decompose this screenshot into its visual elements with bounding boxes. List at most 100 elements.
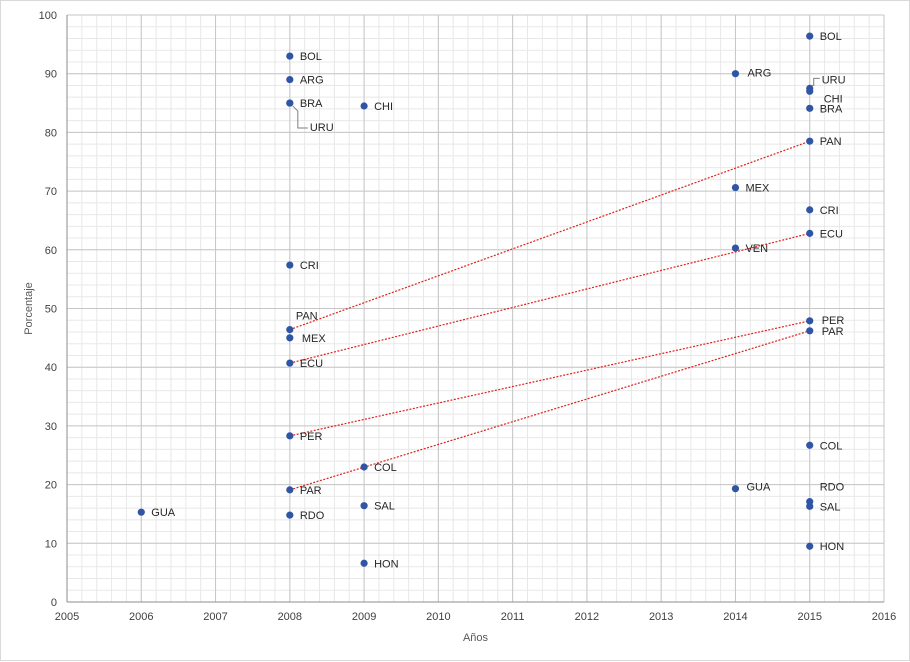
data-label-bra: BRA [300,98,323,110]
x-tick-label: 2009 [352,611,376,623]
data-point-col [360,463,368,471]
y-tick-label: 70 [45,186,57,198]
data-label-cri: CRI [820,205,839,217]
data-label-cri: CRI [300,260,319,272]
x-tick-label: 2016 [872,611,896,623]
data-label-rdo: RDO [300,510,325,522]
label-leader-lines [292,77,820,129]
data-point-chi [806,87,814,95]
x-tick-label: 2015 [797,611,821,623]
data-point-ven [731,244,740,252]
data-label-ecu: ECU [300,358,323,370]
trend-line [289,232,810,364]
y-tick-labels: 0 10 20 30 40 50 60 70 80 90 100 [39,10,57,609]
data-label-col: COL [374,462,397,474]
data-point-gua [731,485,740,493]
y-tick-label: 10 [45,538,57,550]
data-points [137,32,814,567]
data-point-rdo [286,511,294,519]
y-tick-label: 40 [45,362,57,374]
data-label-per: PER [300,431,323,443]
data-point-pan [286,326,294,334]
trend-line [289,320,810,437]
data-label-bra: BRA [820,103,843,115]
data-label-hon: HON [374,558,399,570]
data-label-ven: VEN [745,243,768,255]
data-label-mex: MEX [302,333,327,345]
y-tick-label: 60 [45,245,57,257]
x-tick-labels: 2005 2006 2007 2008 2009 2010 2011 2012 2013 2014… [55,611,896,623]
x-tick-label: 2013 [649,611,673,623]
data-point-hon [806,542,814,550]
x-tick-label: 2008 [278,611,302,623]
data-label-chi: CHI [374,101,393,113]
data-label-gua: GUA [151,507,176,519]
data-label-uru: URU [822,74,846,86]
data-label-gua: GUA [746,482,771,494]
data-point-arg [731,70,740,78]
x-tick-label: 2014 [723,611,747,623]
data-point-bol [806,32,814,40]
data-label-rdo: RDO [820,482,845,494]
data-point-ecu [806,229,814,237]
x-tick-label: 2007 [203,611,227,623]
data-label-arg: ARG [747,68,771,80]
data-label-pan: PAN [296,311,318,323]
x-tick-label: 2010 [426,611,450,623]
data-label-col: COL [820,440,843,452]
data-label-pan: PAN [820,136,842,148]
data-label-uru: URU [310,122,334,134]
data-label-par: PAR [300,485,322,497]
y-tick-label: 20 [45,480,57,492]
data-label-ecu: ECU [820,228,843,240]
y-tick-label: 90 [45,69,57,81]
data-label-per: PER [822,315,845,327]
data-point-bra [806,104,814,112]
x-tick-label: 2006 [129,611,153,623]
y-tick-label: 30 [45,421,57,433]
leader-line [811,77,820,86]
x-axis-title: Años [463,632,489,644]
data-point-sal [806,502,814,510]
data-label-sal: SAL [374,501,395,513]
data-point-mex [731,183,740,192]
data-point-hon [360,559,368,567]
data-label-par: PAR [822,326,844,338]
data-point-uru [286,99,294,107]
data-label-sal: SAL [820,501,841,513]
data-point-chi [360,102,368,110]
data-point-par [286,486,294,494]
y-axis-title: Porcentaje [23,282,35,335]
data-labels: GUABOLARGBRAURUCRIPANMEXECUPERPARRDOCHIC… [151,31,845,570]
data-label-arg: ARG [300,75,324,87]
data-label-mex: MEX [745,183,770,195]
x-tick-label: 2005 [55,611,79,623]
x-tick-label: 2012 [575,611,599,623]
data-point-cri [286,261,294,269]
data-point-bol [286,52,294,60]
y-tick-label: 100 [39,10,57,22]
y-tick-label: 0 [51,597,57,609]
data-point-arg [286,75,294,84]
data-point-cri [806,206,814,214]
data-label-bol: BOL [820,31,842,43]
data-label-hon: HON [820,541,845,553]
y-tick-label: 50 [45,304,57,316]
data-point-mex [286,334,294,342]
y-tick-label: 80 [45,127,57,139]
data-point-pan [806,137,814,145]
data-point-per [806,317,814,325]
data-point-gua [137,508,145,516]
axes [66,15,884,603]
leader-line [292,105,308,129]
data-point-col [806,441,814,449]
trend-line [289,330,810,491]
trend-lines [289,140,810,491]
data-point-ecu [286,359,294,367]
data-label-chi: CHI [824,93,843,105]
major-gridlines [66,14,885,603]
data-point-sal [360,502,368,510]
trend-line [289,140,810,331]
